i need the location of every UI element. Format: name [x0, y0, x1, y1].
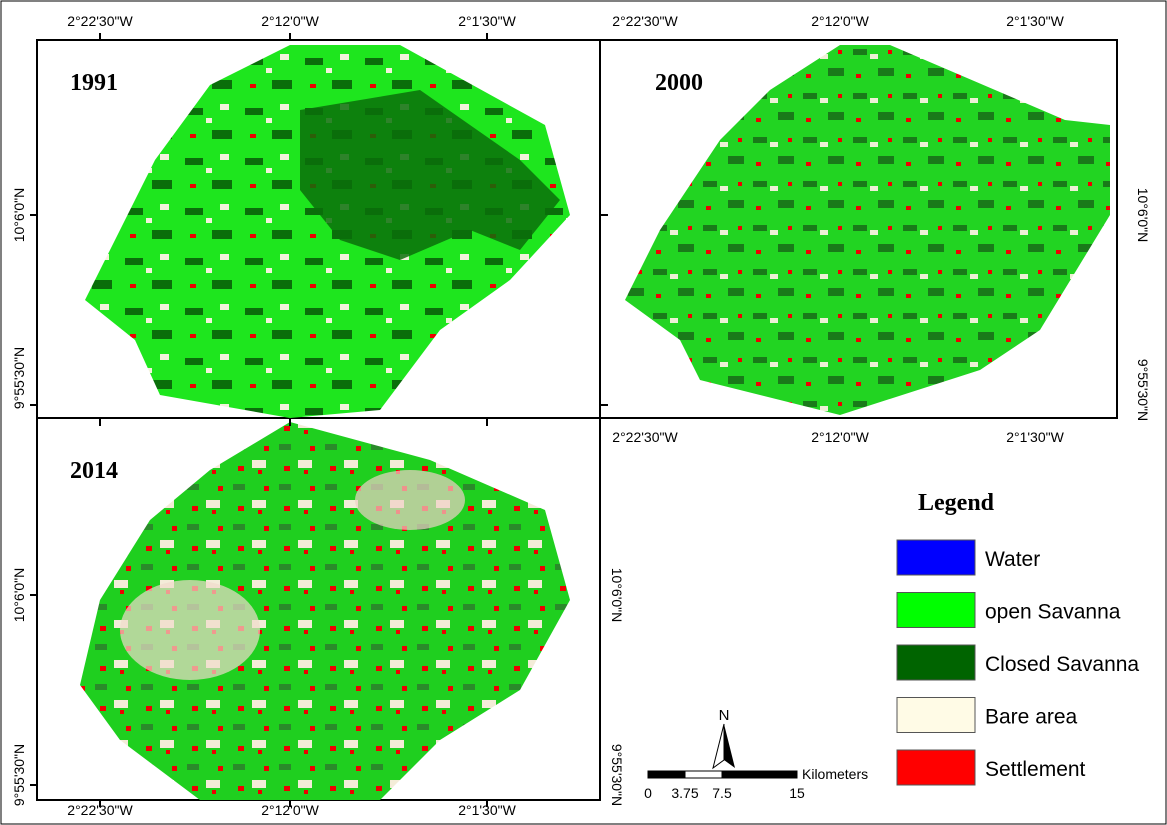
- longitude-label: 2°22'30"W: [67, 13, 133, 29]
- latitude-label: 9°55'30"N: [1135, 359, 1151, 421]
- latitude-label: 10°6'0"N: [11, 568, 27, 623]
- legend-swatch: [897, 593, 975, 628]
- settlement-cluster: [120, 580, 260, 680]
- legend-swatch: [897, 750, 975, 785]
- longitude-label: 2°22'30"W: [67, 802, 133, 818]
- latitude-label: 10°6'0"N: [1135, 188, 1151, 243]
- latitude-label: 10°6'0"N: [11, 188, 27, 243]
- legend-label: open Savanna: [985, 601, 1121, 624]
- legend-label: Closed Savanna: [985, 653, 1139, 676]
- legend-label: Water: [985, 548, 1040, 571]
- legend-label: Settlement: [985, 758, 1086, 781]
- latitude-label: 10°6'0"N: [609, 568, 625, 623]
- settlement-cluster: [355, 470, 465, 530]
- longitude-label: 2°12'0"W: [811, 13, 869, 29]
- legend-swatch: [897, 698, 975, 733]
- legend-swatch: [897, 540, 975, 575]
- panel-year: 1991: [70, 70, 118, 96]
- scale-label: 0: [644, 785, 652, 801]
- scale-unit: Kilometers: [802, 766, 868, 782]
- longitude-label: 2°12'0"W: [261, 13, 319, 29]
- latitude-label: 9°55'30"N: [11, 347, 27, 409]
- panel-year: 2000: [655, 70, 703, 96]
- latitude-label: 9°55'30"N: [11, 744, 27, 806]
- longitude-label: 2°1'30"W: [458, 802, 516, 818]
- north-arrow: [724, 724, 735, 768]
- scale-bar: [648, 771, 797, 778]
- scale-label: 3.75: [671, 785, 698, 801]
- scale-label: 15: [789, 785, 805, 801]
- longitude-label: 2°12'0"W: [811, 429, 869, 445]
- legend-label: Bare area: [985, 706, 1078, 729]
- longitude-label: 2°12'0"W: [261, 802, 319, 818]
- legend: Water open Savanna Closed Savanna Bare area…: [897, 540, 1139, 785]
- longitude-label: 2°1'30"W: [1006, 13, 1064, 29]
- latitude-label: 9°55'30"N: [609, 744, 625, 806]
- longitude-label: 2°22'30"W: [612, 13, 678, 29]
- scale-label: 7.5: [712, 785, 732, 801]
- north-label: N: [719, 707, 730, 724]
- longitude-label: 2°22'30"W: [612, 429, 678, 445]
- map-figure: 1991 2000 2014 2°22'30"W 2°12'0"W 2°1'30…: [0, 0, 1167, 825]
- legend-swatch: [897, 645, 975, 680]
- longitude-label: 2°1'30"W: [1006, 429, 1064, 445]
- longitude-label: 2°1'30"W: [458, 13, 516, 29]
- north-arrow: [713, 724, 724, 768]
- panel-year: 2014: [70, 458, 118, 484]
- legend-title: Legend: [918, 490, 995, 516]
- land-cover-map: [625, 45, 1110, 415]
